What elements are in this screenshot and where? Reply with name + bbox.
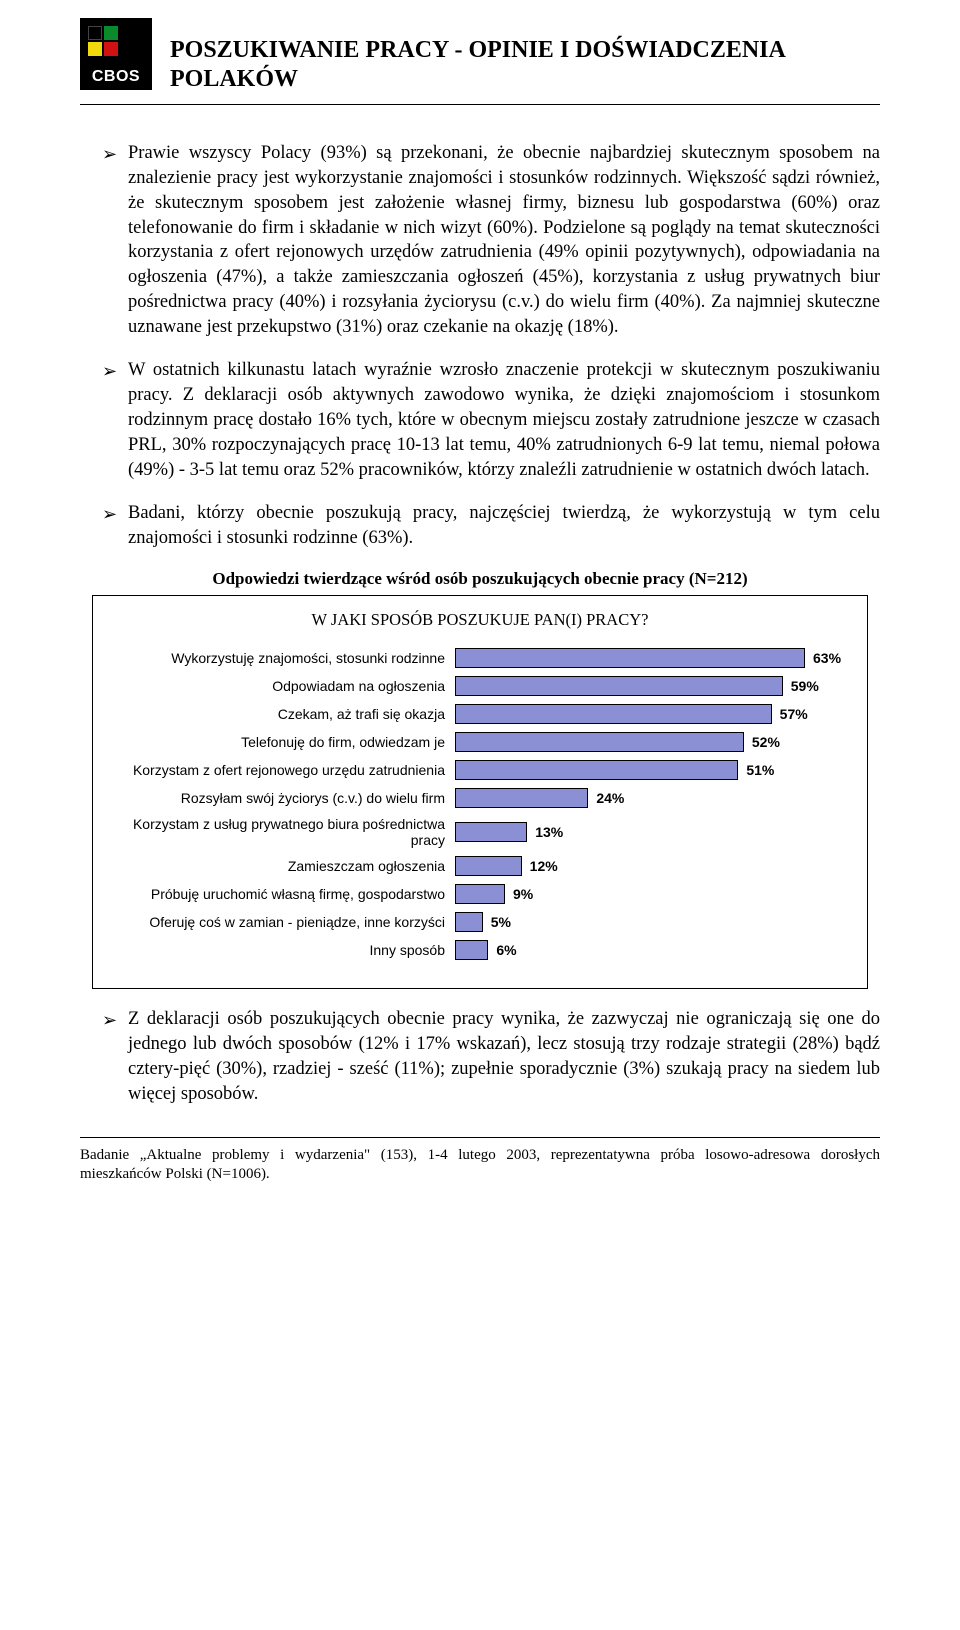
footnote: Badanie „Aktualne problemy i wydarzenia"… (80, 1146, 880, 1184)
bar-value: 57% (772, 706, 808, 722)
bar-label: Korzystam z usług prywatnego biura pośre… (115, 816, 455, 848)
bar-label: Wykorzystuję znajomości, stosunki rodzin… (115, 650, 455, 666)
bar-row: Korzystam z usług prywatnego biura pośre… (115, 816, 845, 848)
logo-text: CBOS (80, 68, 152, 86)
bullet-list-bottom: Z deklaracji osób poszukujących obecnie … (80, 1007, 880, 1107)
bar-row: Inny sposób 6% (115, 940, 845, 960)
bar-label: Telefonuję do firm, odwiedzam je (115, 734, 455, 750)
bar-label: Czekam, aż trafi się okazja (115, 706, 455, 722)
bar-value: 63% (805, 650, 841, 666)
bullet-item: Z deklaracji osób poszukujących obecnie … (106, 1007, 880, 1107)
cbos-logo: CBOS (80, 18, 152, 90)
bar-label: Korzystam z ofert rejonowego urzędu zatr… (115, 762, 455, 778)
bar-fill (455, 912, 483, 932)
bar-fill (455, 648, 805, 668)
bar-track: 52% (455, 732, 845, 752)
bar-fill (455, 788, 588, 808)
bar-track: 59% (455, 676, 845, 696)
bar-fill (455, 732, 744, 752)
bar-track: 5% (455, 912, 845, 932)
bar-track: 24% (455, 788, 845, 808)
bar-track: 9% (455, 884, 845, 904)
bar-label: Próbuję uruchomić własną firmę, gospodar… (115, 886, 455, 902)
bar-row: Próbuję uruchomić własną firmę, gospodar… (115, 884, 845, 904)
bar-fill (455, 856, 522, 876)
bar-track: 57% (455, 704, 845, 724)
bar-row: Oferuję coś w zamian - pieniądze, inne k… (115, 912, 845, 932)
bullet-list-top: Prawie wszyscy Polacy (93%) są przekonan… (80, 141, 880, 552)
bar-value: 12% (522, 858, 558, 874)
header-divider (80, 104, 880, 105)
bar-row: Korzystam z ofert rejonowego urzędu zatr… (115, 760, 845, 780)
bar-row: Odpowiadam na ogłoszenia 59% (115, 676, 845, 696)
bar-track: 13% (455, 822, 845, 842)
bar-track: 12% (455, 856, 845, 876)
page: CBOS POSZUKIWANIE PRACY - OPINIE I DOŚWI… (0, 0, 960, 1204)
bar-fill (455, 822, 527, 842)
bar-row: Wykorzystuję znajomości, stosunki rodzin… (115, 648, 845, 668)
bar-row: Telefonuję do firm, odwiedzam je 52% (115, 732, 845, 752)
chart-title: Odpowiedzi twierdzące wśród osób poszuku… (80, 569, 880, 589)
page-title: POSZUKIWANIE PRACY - OPINIE I DOŚWIADCZE… (170, 18, 880, 94)
bar-track: 51% (455, 760, 845, 780)
bullet-item: Badani, którzy obecnie poszukują pracy, … (106, 501, 880, 551)
logo-squares-icon (88, 26, 118, 56)
bar-value: 9% (505, 886, 533, 902)
bullet-item: Prawie wszyscy Polacy (93%) są przekonan… (106, 141, 880, 341)
bar-chart: Wykorzystuję znajomości, stosunki rodzin… (115, 648, 845, 960)
bar-track: 63% (455, 648, 845, 668)
footnote-divider (80, 1137, 880, 1138)
bar-label: Oferuję coś w zamian - pieniądze, inne k… (115, 914, 455, 930)
chart-subtitle: W JAKI SPOSÓB POSZUKUJE PAN(I) PRACY? (115, 610, 845, 630)
bar-row: Zamieszczam ogłoszenia 12% (115, 856, 845, 876)
header: CBOS POSZUKIWANIE PRACY - OPINIE I DOŚWI… (80, 18, 880, 94)
bar-value: 51% (738, 762, 774, 778)
bar-label: Odpowiadam na ogłoszenia (115, 678, 455, 694)
bar-value: 5% (483, 914, 511, 930)
bar-fill (455, 704, 772, 724)
bar-value: 52% (744, 734, 780, 750)
bar-label: Zamieszczam ogłoszenia (115, 858, 455, 874)
bar-row: Rozsyłam swój życiorys (c.v.) do wielu f… (115, 788, 845, 808)
bullet-item: W ostatnich kilkunastu latach wyraźnie w… (106, 358, 880, 483)
bar-value: 13% (527, 824, 563, 840)
chart-container: W JAKI SPOSÓB POSZUKUJE PAN(I) PRACY? Wy… (92, 595, 868, 989)
bar-fill (455, 760, 738, 780)
bar-label: Rozsyłam swój życiorys (c.v.) do wielu f… (115, 790, 455, 806)
bar-value: 24% (588, 790, 624, 806)
bar-fill (455, 940, 488, 960)
bar-value: 59% (783, 678, 819, 694)
bar-fill (455, 884, 505, 904)
bar-fill (455, 676, 783, 696)
bar-value: 6% (488, 942, 516, 958)
bar-track: 6% (455, 940, 845, 960)
bar-row: Czekam, aż trafi się okazja 57% (115, 704, 845, 724)
bar-label: Inny sposób (115, 942, 455, 958)
